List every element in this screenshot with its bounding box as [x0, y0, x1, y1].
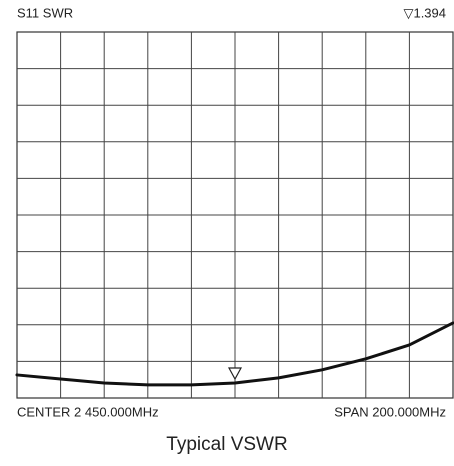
span-label: SPAN 200.000MHz — [334, 404, 446, 419]
center-label: CENTER 2 450.000MHz — [17, 404, 159, 419]
marker-readout: ▽1.394 — [403, 5, 446, 20]
swr-curve — [15, 321, 454, 387]
chart-title: S11 SWR — [17, 5, 73, 20]
marker-triangle — [227, 367, 243, 381]
caption: Typical VSWR — [166, 434, 287, 455]
